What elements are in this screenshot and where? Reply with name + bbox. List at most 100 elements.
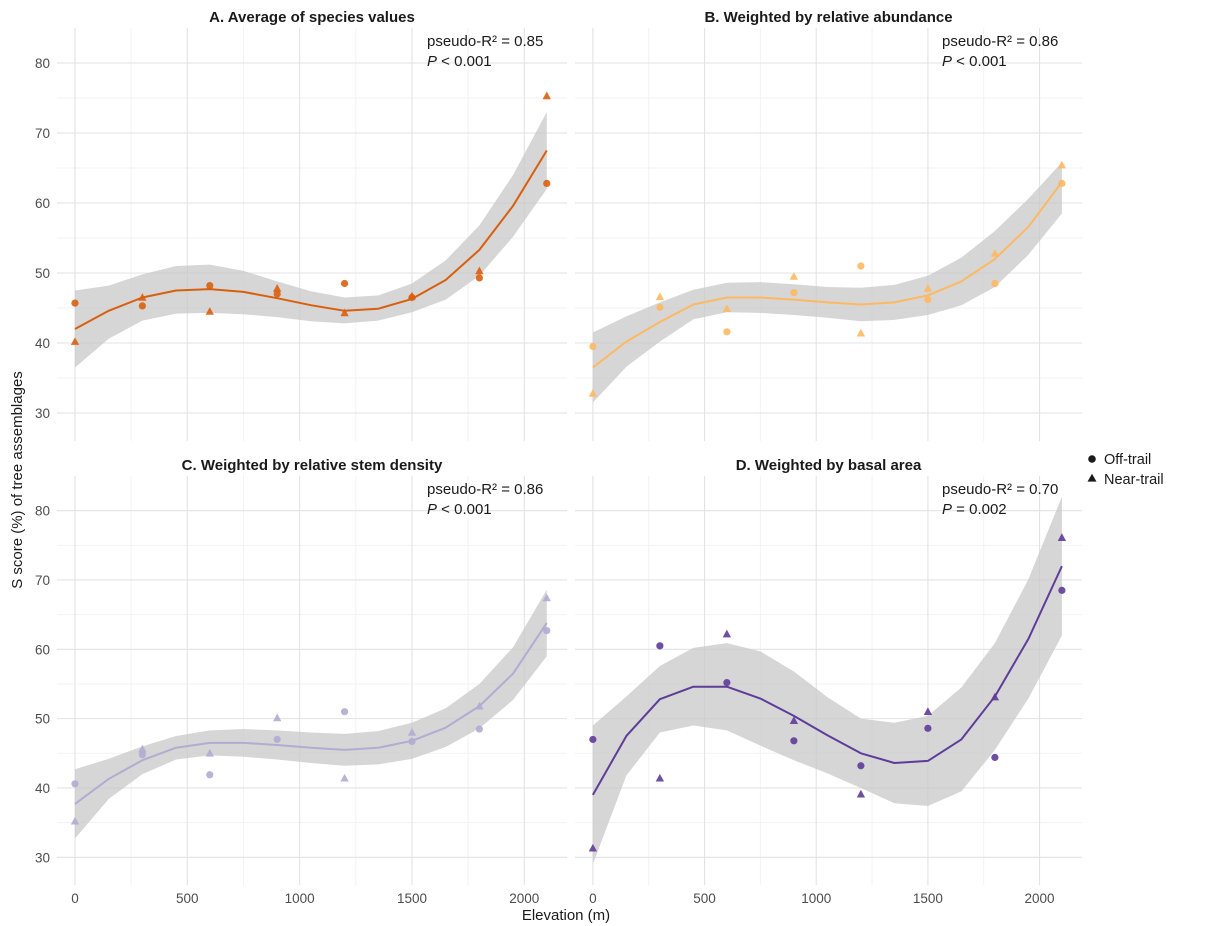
- point-near-trail: [542, 593, 551, 602]
- x-tick-label: 2000: [509, 891, 539, 906]
- point-off-trail: [790, 289, 798, 297]
- x-tick-label: 0: [71, 891, 79, 906]
- point-off-trail: [656, 303, 664, 311]
- y-tick-label: 70: [35, 126, 50, 141]
- fit-line: [74, 149, 548, 330]
- point-off-trail: [340, 708, 349, 716]
- point-off-trail: [991, 279, 999, 288]
- point-near-trail: [272, 713, 282, 722]
- point-near-trail: [138, 744, 147, 753]
- x-tick-label: 2000: [1025, 891, 1055, 906]
- point-near-trail: [923, 284, 933, 292]
- confidence-band: [74, 589, 547, 839]
- pseudo-r2-label: pseudo-R² = 0.86: [427, 481, 543, 498]
- point-off-trail: [71, 299, 79, 307]
- point-off-trail: [71, 780, 79, 788]
- point-off-trail: [723, 678, 731, 687]
- p-value-label: P < 0.001: [427, 501, 492, 518]
- panel-b: B. Weighted by relative abundance pseudo-…: [575, 9, 1082, 441]
- p-value-label: P < 0.001: [942, 53, 1007, 70]
- pseudo-r2-label: pseudo-R² = 0.86: [942, 33, 1058, 50]
- point-off-trail: [924, 296, 932, 304]
- p-value-label: P = 0.002: [942, 501, 1007, 518]
- point-near-trail: [340, 773, 349, 782]
- point-near-trail: [722, 304, 732, 312]
- point-near-trail: [655, 773, 665, 782]
- point-near-trail: [475, 266, 484, 275]
- panel-title: A. Average of species values: [209, 9, 415, 26]
- point-near-trail: [1057, 160, 1067, 169]
- panels: 30 40 50 60 70 80 A. Average of species values…: [35, 9, 1082, 906]
- point-off-trail: [723, 328, 731, 336]
- point-off-trail: [543, 626, 551, 635]
- x-axis-title: Elevation (m): [522, 907, 610, 924]
- legend-circle-icon: [1088, 455, 1096, 463]
- panel-title: D. Weighted by basal area: [736, 457, 922, 474]
- p-value-label: P < 0.001: [427, 53, 492, 70]
- legend-label-near-trail: Near-trail: [1104, 472, 1164, 488]
- y-tick-label: 50: [35, 266, 50, 281]
- y-tick-label: 60: [35, 196, 50, 211]
- x-tick-label: 0: [589, 891, 597, 906]
- point-off-trail: [206, 282, 214, 290]
- point-off-trail: [1058, 586, 1066, 594]
- point-near-trail: [205, 748, 214, 757]
- y-tick-label: 40: [35, 336, 50, 351]
- y-tick-label: 50: [35, 712, 50, 727]
- panel-c: 30 40 50 60 70 80 0 500 1000 1500 2000 C. Weighted …: [35, 457, 567, 906]
- point-near-trail: [856, 789, 866, 798]
- point-near-trail: [475, 701, 484, 710]
- y-tick-label: 80: [35, 504, 50, 519]
- p-symbol: P: [942, 501, 952, 518]
- point-off-trail: [857, 262, 865, 270]
- point-off-trail: [206, 771, 214, 779]
- point-near-trail: [990, 249, 1000, 257]
- point-off-trail: [857, 762, 865, 770]
- y-tick-label: 80: [35, 56, 50, 71]
- p-symbol: P: [942, 53, 952, 70]
- point-near-trail: [990, 692, 1000, 701]
- point-off-trail: [790, 737, 798, 745]
- point-off-trail: [273, 290, 281, 298]
- x-tick-label: 1500: [913, 891, 943, 906]
- legend-triangle-icon: [1087, 473, 1097, 482]
- point-off-trail: [589, 342, 597, 351]
- point-near-trail: [138, 293, 147, 301]
- point-off-trail: [543, 179, 551, 187]
- fit-line: [74, 622, 548, 805]
- point-near-trail: [407, 728, 417, 736]
- point-off-trail: [340, 279, 349, 288]
- point-near-trail: [1057, 533, 1067, 541]
- point-near-trail: [789, 272, 799, 280]
- point-near-trail: [340, 308, 349, 317]
- confidence-band: [592, 162, 1062, 403]
- x-tick-label: 1000: [801, 891, 831, 906]
- y-tick-label: 40: [35, 781, 50, 796]
- point-off-trail: [475, 725, 483, 733]
- p-value: < 0.001: [437, 501, 492, 518]
- point-off-trail: [475, 274, 483, 282]
- y-tick-label: 60: [35, 642, 50, 657]
- major-gridlines: [57, 28, 567, 441]
- point-near-trail: [588, 389, 598, 397]
- point-near-trail: [588, 843, 598, 852]
- p-symbol: P: [427, 53, 437, 70]
- y-axis-title: S score (%) of tree assemblages: [9, 371, 26, 589]
- p-value: < 0.001: [952, 53, 1007, 70]
- point-off-trail: [991, 753, 999, 762]
- point-off-trail: [273, 735, 281, 744]
- point-near-trail: [856, 328, 866, 337]
- panel-a: 30 40 50 60 70 80 A. Average of species values…: [35, 9, 567, 441]
- y-tick-label: 30: [35, 406, 50, 421]
- panel-d: 0 500 1000 1500 2000 D. Weighted by basal are…: [575, 457, 1082, 906]
- point-near-trail: [542, 91, 551, 100]
- point-off-trail: [138, 302, 146, 310]
- point-off-trail: [589, 735, 597, 744]
- point-near-trail: [205, 307, 214, 315]
- confidence-band: [74, 112, 547, 368]
- pseudo-r2-label: pseudo-R² = 0.85: [427, 33, 543, 50]
- panel-title: B. Weighted by relative abundance: [704, 9, 952, 26]
- panel-title: C. Weighted by relative stem density: [182, 457, 443, 474]
- y-tick-label: 30: [35, 850, 50, 865]
